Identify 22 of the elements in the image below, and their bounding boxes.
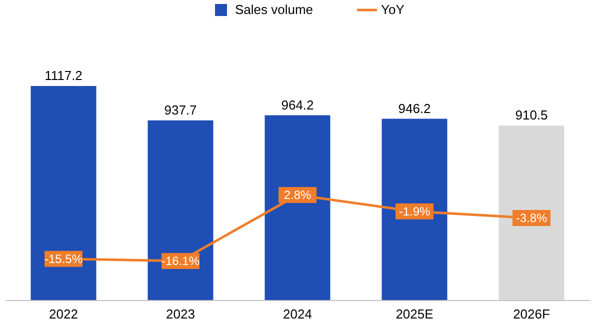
data-label: -15.5% xyxy=(44,252,83,266)
bar xyxy=(498,126,564,300)
legend-label: Sales volume xyxy=(235,2,314,17)
data-label: -3.8% xyxy=(516,211,548,226)
x-tick-label: 2025E xyxy=(396,306,434,322)
bar xyxy=(148,120,214,300)
data-label: 1117.2 xyxy=(44,68,82,83)
legend-label: YoY xyxy=(381,2,405,17)
data-label: 964.2 xyxy=(281,97,314,112)
x-tick-label: 2022 xyxy=(49,306,78,322)
x-tick-label: 2026F xyxy=(513,306,550,322)
data-label: 946.2 xyxy=(398,100,431,116)
data-label: 937.7 xyxy=(164,102,197,118)
x-tick-label: 2023 xyxy=(166,306,195,322)
x-tick-label: 2024 xyxy=(283,306,312,322)
bar xyxy=(264,115,330,300)
bar xyxy=(382,118,448,300)
data-label: 910.5 xyxy=(515,108,548,123)
bar xyxy=(30,86,96,300)
data-label: 2.8% xyxy=(284,188,312,202)
data-label: -16.1% xyxy=(161,254,200,268)
data-label: -1.9% xyxy=(398,204,430,218)
